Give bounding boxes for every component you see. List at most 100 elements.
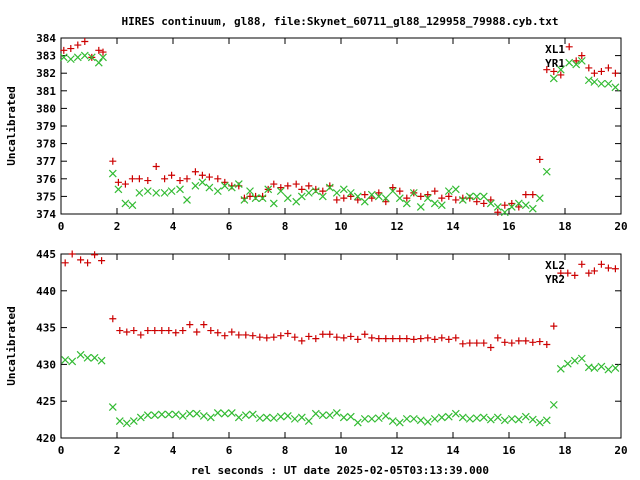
y-tick-label: 425	[36, 395, 56, 408]
yr1-point	[577, 56, 586, 65]
xl1-point	[536, 155, 544, 163]
xl1-point	[389, 184, 397, 192]
xl1-point	[114, 178, 122, 186]
yr1-point	[213, 187, 222, 196]
xl1-point	[543, 66, 551, 74]
xl2-point	[403, 335, 411, 343]
yr1-point	[183, 195, 191, 204]
yr2-point	[590, 364, 599, 373]
xl1-point	[340, 194, 348, 202]
yr2-point	[68, 357, 77, 366]
xl2-point	[597, 260, 605, 268]
xl2-point	[158, 327, 166, 335]
yr2-point	[61, 356, 70, 364]
yr2-point	[115, 417, 124, 425]
xl2-point	[235, 331, 243, 339]
yr2-point	[409, 414, 418, 423]
xl2-point	[207, 327, 215, 335]
xl2-point	[116, 327, 124, 335]
xl2-point	[151, 327, 159, 335]
xl1-point	[292, 180, 300, 188]
xl1-point	[578, 52, 586, 60]
yr2-point	[570, 356, 579, 365]
xl2-point	[228, 328, 236, 336]
xl1-point	[585, 64, 593, 72]
xl2-point	[109, 315, 117, 323]
x-tick-label: 2	[114, 444, 121, 457]
y-tick-label: 377	[36, 155, 56, 168]
xl2-point	[61, 259, 69, 267]
xl1-point	[354, 196, 362, 204]
xl2-point	[305, 332, 313, 340]
x-tick-label: 14	[446, 444, 460, 457]
yr1-point	[318, 192, 327, 201]
yr2-point	[241, 411, 250, 420]
yr1-point	[430, 199, 439, 208]
yr1-point	[514, 199, 523, 208]
xl1-point	[522, 191, 530, 199]
yr2-point	[423, 417, 432, 426]
y-tick-label: 378	[36, 138, 56, 151]
xl1-point	[128, 175, 136, 183]
yr1-point	[191, 181, 200, 190]
xl2-point	[242, 331, 250, 339]
x-tick-label: 2	[114, 220, 121, 233]
yr2-point	[150, 411, 159, 420]
xl1-point	[67, 45, 75, 53]
yr1-point	[152, 188, 161, 197]
yr2-point	[556, 364, 565, 373]
yr2-point	[129, 417, 138, 425]
yr1-point	[493, 203, 502, 211]
x-tick-label: 18	[558, 220, 571, 233]
xl1-point	[284, 182, 292, 190]
xl1-point	[529, 191, 537, 199]
xl1-point	[452, 196, 460, 204]
yr1-point	[227, 183, 236, 192]
yr1-point	[73, 53, 82, 62]
xl2-point	[347, 332, 355, 340]
yr1-point	[108, 169, 117, 178]
yr2-point	[76, 350, 85, 359]
yr1-point	[416, 203, 425, 211]
yr2-point	[611, 364, 620, 373]
yr2-point	[157, 410, 166, 419]
yr1-point	[521, 201, 530, 210]
xl1-point	[438, 194, 446, 202]
xl1-point	[305, 182, 313, 190]
yr2-point	[213, 409, 222, 417]
yr2-point	[171, 410, 180, 419]
yr1-point	[381, 194, 390, 203]
legend-label: XL1	[545, 43, 565, 56]
xl1-point	[198, 171, 206, 179]
xl1-point	[403, 194, 411, 202]
yr2-point	[528, 415, 537, 424]
xl1-point	[152, 162, 160, 170]
xl1-point	[565, 43, 573, 51]
yr2-point	[381, 411, 390, 420]
yr2-point	[185, 409, 194, 418]
yr1-point	[114, 185, 123, 194]
yr1-point	[360, 197, 369, 206]
yr2-point	[269, 414, 278, 423]
xl2-point	[480, 339, 488, 347]
yr2-point	[514, 415, 523, 424]
yr2-point	[360, 414, 369, 423]
xl1-point	[445, 192, 453, 200]
yr2-point	[122, 419, 131, 428]
yr2-point	[248, 410, 257, 419]
xl2-point	[137, 331, 145, 339]
yr1-point	[507, 203, 516, 211]
x-tick-label: 18	[558, 444, 571, 457]
xl1-point	[396, 187, 404, 195]
yr1-point	[304, 188, 313, 197]
xl1-point	[597, 67, 605, 75]
yr2-point	[500, 416, 509, 425]
yr2-point	[276, 412, 285, 421]
yr2-point	[437, 413, 446, 422]
xl1-point	[487, 196, 495, 204]
xl2-point	[291, 333, 299, 341]
y-tick-label: 384	[36, 32, 56, 45]
yr1-point	[143, 187, 152, 196]
yr1-point	[311, 187, 320, 196]
